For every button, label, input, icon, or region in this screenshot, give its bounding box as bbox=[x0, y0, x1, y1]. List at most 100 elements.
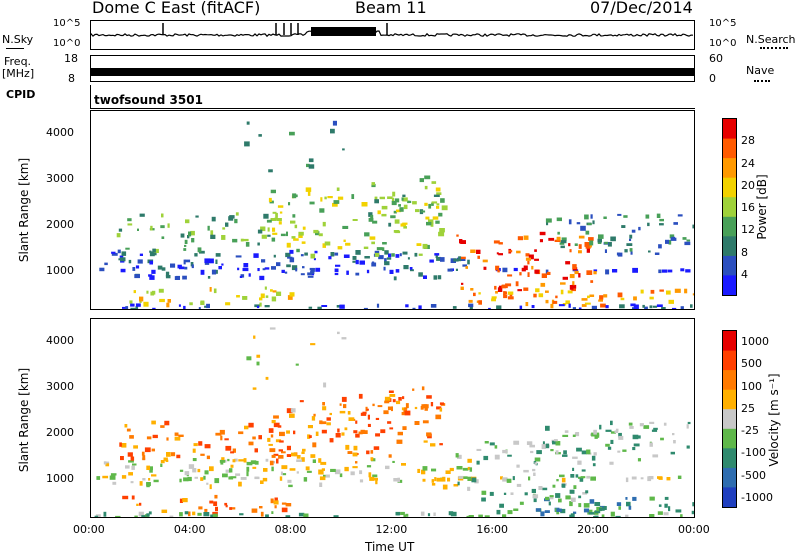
heatmap-cell bbox=[654, 252, 660, 255]
heatmap-cell bbox=[664, 496, 669, 500]
heatmap-cell bbox=[345, 444, 350, 450]
heatmap-cell bbox=[587, 223, 592, 226]
y-tick-label: 3000 bbox=[46, 380, 74, 394]
heatmap-cell bbox=[523, 265, 528, 271]
heatmap-cell bbox=[265, 458, 269, 462]
heatmap-cell bbox=[204, 305, 208, 308]
heatmap-cell bbox=[232, 459, 236, 463]
heatmap-cell bbox=[401, 463, 406, 466]
heatmap-cell bbox=[351, 194, 355, 199]
y-tick-label: 1000 bbox=[46, 264, 74, 278]
heatmap-cell bbox=[207, 276, 211, 279]
heatmap-cell bbox=[139, 481, 143, 486]
nave-label: Nave bbox=[746, 64, 775, 77]
heatmap-cell bbox=[248, 422, 254, 428]
heatmap-cell bbox=[260, 226, 266, 232]
heatmap-cell bbox=[433, 194, 440, 197]
heatmap-cell bbox=[484, 515, 490, 517]
heatmap-cell bbox=[640, 289, 644, 294]
heatmap-cell bbox=[519, 305, 523, 309]
heatmap-cell bbox=[337, 428, 340, 433]
heatmap-cell bbox=[435, 255, 438, 258]
heatmap-cell bbox=[273, 461, 276, 464]
heatmap-cell bbox=[582, 492, 588, 495]
heatmap-cell bbox=[170, 452, 176, 457]
heatmap-cell bbox=[262, 477, 268, 482]
heatmap-cell bbox=[334, 469, 341, 475]
heatmap-cell bbox=[350, 471, 355, 476]
heatmap-cell bbox=[194, 253, 198, 257]
heatmap-cell bbox=[130, 307, 136, 309]
heatmap-cell bbox=[160, 463, 163, 467]
heatmap-cell bbox=[534, 457, 541, 462]
heatmap-cell bbox=[215, 253, 221, 257]
heatmap-cell bbox=[374, 250, 380, 254]
heatmap-cell bbox=[470, 249, 476, 253]
heatmap-cell bbox=[339, 403, 342, 406]
heatmap-cell bbox=[151, 474, 157, 477]
heatmap-cell bbox=[160, 225, 165, 229]
freq-unit-label: [MHz] bbox=[2, 67, 35, 80]
heatmap-cell bbox=[298, 512, 305, 517]
heatmap-cell bbox=[422, 243, 428, 249]
y-tick-label: 4000 bbox=[46, 126, 74, 140]
heatmap-cell bbox=[225, 302, 231, 306]
heatmap-cell bbox=[491, 296, 497, 299]
heatmap-cell bbox=[221, 263, 224, 266]
heatmap-cell bbox=[345, 242, 351, 246]
heatmap-cell bbox=[561, 237, 567, 241]
heatmap-cell bbox=[430, 222, 434, 227]
colorbar-segment bbox=[723, 138, 736, 159]
heatmap-cell bbox=[288, 484, 293, 488]
heatmap-cell bbox=[302, 226, 306, 230]
heatmap-cell bbox=[664, 503, 668, 508]
heatmap-cell bbox=[642, 304, 645, 308]
heatmap-cell bbox=[253, 253, 259, 258]
heatmap-cell bbox=[184, 239, 188, 244]
heatmap-cell bbox=[135, 303, 141, 307]
heatmap-cell bbox=[576, 222, 581, 225]
heatmap-cell bbox=[400, 511, 405, 515]
heatmap-cell bbox=[320, 421, 327, 425]
heatmap-cell bbox=[383, 266, 386, 271]
heatmap-cell bbox=[169, 515, 174, 517]
heatmap-cell bbox=[307, 425, 313, 429]
heatmap-cell bbox=[125, 306, 129, 309]
heatmap-cell bbox=[271, 296, 277, 302]
heatmap-cell bbox=[546, 220, 549, 226]
cpid-label: CPID bbox=[6, 88, 36, 101]
freq-tick-bottom: 8 bbox=[68, 72, 75, 85]
heatmap-cell bbox=[218, 266, 222, 270]
heatmap-cell bbox=[343, 254, 350, 258]
heatmap-cell bbox=[179, 498, 183, 503]
heatmap-cell bbox=[572, 456, 578, 459]
heatmap-cell bbox=[466, 515, 469, 517]
heatmap-cell bbox=[358, 393, 363, 399]
heatmap-cell bbox=[403, 226, 407, 229]
heatmap-cell bbox=[341, 396, 347, 402]
heatmap-cell bbox=[628, 422, 633, 426]
heatmap-cell bbox=[668, 506, 671, 512]
heatmap-cell bbox=[272, 227, 276, 232]
heatmap-cell bbox=[633, 443, 640, 447]
heatmap-cell bbox=[540, 282, 546, 287]
x-tick-label: 20:00 bbox=[577, 523, 609, 536]
heatmap-cell bbox=[534, 249, 537, 252]
heatmap-cell bbox=[538, 486, 543, 490]
heatmap-cell bbox=[402, 194, 406, 197]
heatmap-cell bbox=[215, 506, 218, 512]
heatmap-cell bbox=[435, 187, 441, 192]
heatmap-cell bbox=[256, 354, 261, 358]
heatmap-cell bbox=[110, 473, 117, 476]
heatmap-cell bbox=[502, 477, 508, 482]
heatmap-cell bbox=[386, 257, 392, 260]
heatmap-cell bbox=[419, 178, 424, 183]
heatmap-cell bbox=[395, 511, 401, 516]
heatmap-cell bbox=[488, 307, 491, 309]
heatmap-cell bbox=[523, 235, 529, 240]
heatmap-cell bbox=[590, 214, 593, 219]
colorbar-tick-label: 16 bbox=[741, 201, 755, 214]
heatmap-cell bbox=[352, 260, 356, 263]
heatmap-cell bbox=[319, 208, 325, 213]
heatmap-cell bbox=[424, 185, 428, 190]
